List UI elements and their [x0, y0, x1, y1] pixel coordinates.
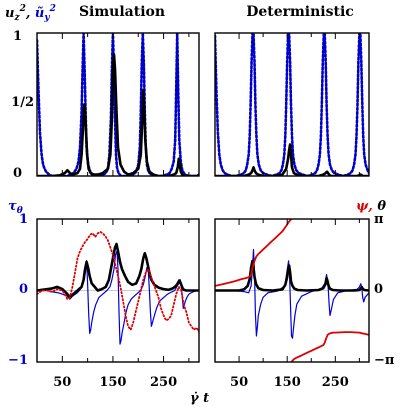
ytick-right-pi: π	[374, 212, 384, 227]
panel-simulation-bottom	[36, 218, 200, 363]
series-line-1-1	[215, 143, 369, 176]
ytick-bottom-0: 0	[19, 282, 28, 297]
series-line-0-1	[37, 53, 199, 176]
series-group	[37, 230, 199, 345]
series-group	[215, 33, 369, 176]
ytick-top-half: 1/2	[11, 95, 34, 110]
ytick-right-0: 0	[374, 282, 383, 297]
series-group	[215, 219, 369, 362]
panel-title-simulation: Simulation	[79, 4, 165, 20]
panel-frame	[214, 32, 370, 177]
ylabel-psi-theta: ψ, θ	[356, 199, 386, 214]
series-line-3-0	[215, 248, 369, 339]
panel-frame	[214, 218, 370, 363]
xtick-right-250: 250	[322, 375, 349, 390]
panel-title-deterministic: Deterministic	[246, 4, 354, 20]
panel-simulation-top	[36, 32, 200, 177]
ylabel-uy-part: ũ	[35, 6, 44, 21]
ytick-top-1: 1	[13, 29, 22, 44]
panel-deterministic-top	[214, 32, 370, 177]
series-line-2-2	[37, 230, 199, 333]
ylabel-top-left: uz2, ũy2	[5, 4, 56, 23]
series-line-3-1	[215, 259, 369, 292]
panel-deterministic-bottom	[214, 218, 370, 363]
ylabel-uz-part: u	[5, 6, 14, 21]
plot-panels	[36, 32, 370, 363]
xlabel-gamma-dot-t: γ̇ t	[190, 391, 209, 406]
xtick-left-150: 150	[99, 375, 126, 390]
panel-frame	[36, 218, 200, 363]
panel-frame	[36, 32, 200, 177]
ytick-top-0: 0	[13, 166, 22, 181]
series-line-0-0	[37, 33, 199, 176]
xtick-right-50: 50	[230, 375, 248, 390]
series-line-2-1	[37, 242, 199, 299]
ylabel-uy-sub: y	[43, 13, 50, 23]
ylabel-uz-sup: 2	[19, 4, 26, 14]
series-line-2-0	[37, 250, 199, 345]
series-line-3-3	[291, 331, 369, 362]
xtick-left-50: 50	[53, 375, 71, 390]
ylabel-comma: ,	[25, 6, 35, 21]
ylabel-uz-sub: z	[13, 13, 20, 23]
ylabel-uy-sup: 2	[49, 4, 56, 14]
ytick-bottom-1: 1	[19, 212, 28, 227]
series-line-1-0	[215, 33, 369, 176]
xtick-right-150: 150	[274, 375, 301, 390]
ytick-bottom-neg1: −1	[8, 353, 28, 368]
xtick-left-250: 250	[150, 375, 177, 390]
series-group	[37, 33, 199, 176]
series-line-3-2	[215, 219, 293, 287]
ytick-right-negpi: −π	[374, 353, 395, 368]
